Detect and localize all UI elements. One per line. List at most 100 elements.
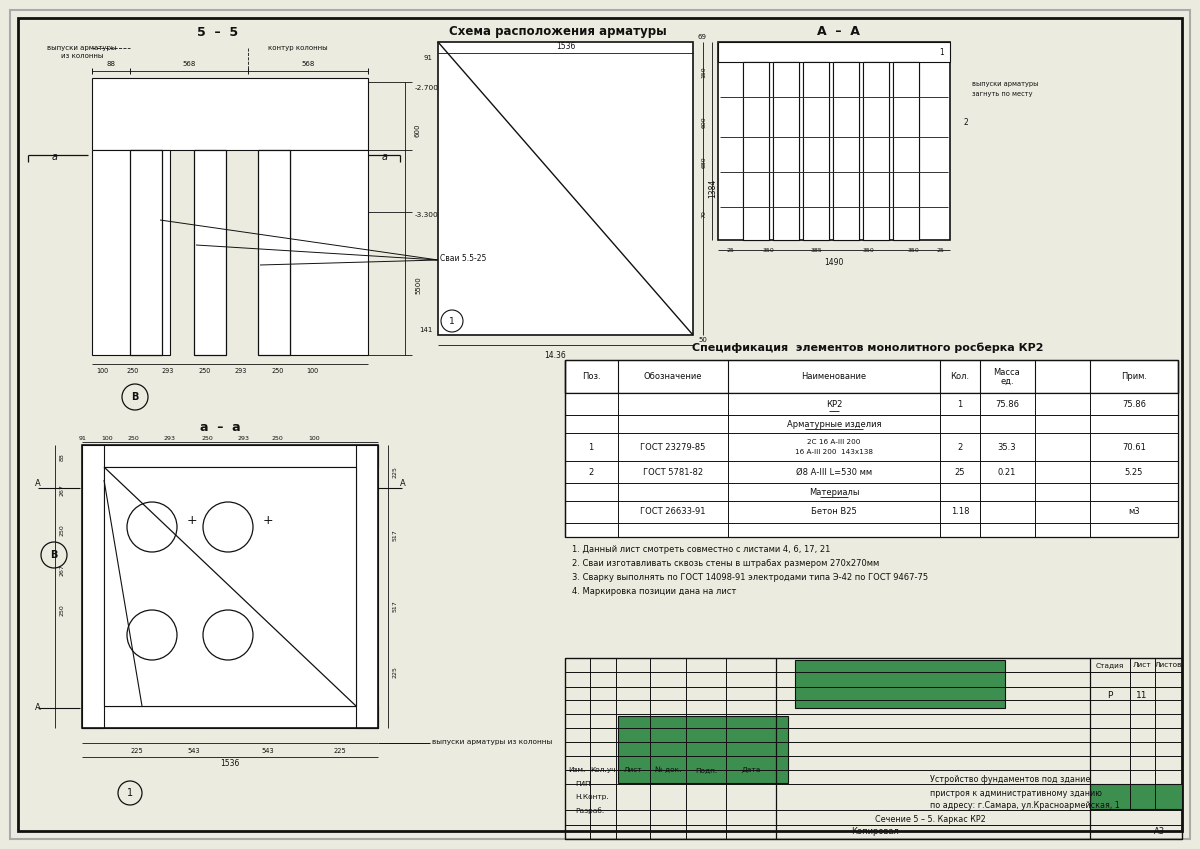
- Text: 250: 250: [271, 436, 283, 441]
- Text: выпуски арматуры: выпуски арматуры: [47, 45, 116, 51]
- Text: 250: 250: [199, 368, 211, 374]
- Text: выпуски арматуры из колонны: выпуски арматуры из колонны: [432, 739, 552, 745]
- Text: -3.300: -3.300: [415, 212, 439, 218]
- Text: Сечение 5 – 5. Каркас КР2: Сечение 5 – 5. Каркас КР2: [875, 816, 985, 824]
- Text: 250: 250: [272, 368, 284, 374]
- Bar: [565, 393, 1178, 415]
- Bar: [718, 42, 950, 62]
- Bar: [773, 62, 799, 240]
- Text: выпуски арматуры: выпуски арматуры: [972, 81, 1038, 87]
- Text: № док.: № док.: [655, 767, 682, 773]
- Text: 1: 1: [449, 317, 455, 325]
- Text: ГОСТ 26633-91: ГОСТ 26633-91: [641, 508, 706, 516]
- Text: 2. Сваи изготавливать сквозь стены в штрабах размером 270x270мм: 2. Сваи изготавливать сквозь стены в штр…: [572, 559, 880, 567]
- Bar: [893, 62, 919, 240]
- Text: Арматурные изделия: Арматурные изделия: [787, 419, 881, 429]
- Text: Наименование: Наименование: [802, 372, 866, 381]
- Text: 25: 25: [936, 248, 944, 252]
- Bar: [82, 706, 378, 728]
- Bar: [92, 78, 368, 150]
- Text: пристроя к административному зданию: пристроя к административному зданию: [930, 789, 1102, 797]
- Text: B: B: [131, 392, 139, 402]
- Text: Стадия: Стадия: [1096, 662, 1124, 668]
- Bar: [565, 523, 1178, 537]
- Text: 568: 568: [182, 61, 196, 67]
- Bar: [258, 150, 290, 355]
- Text: из колонны: из колонны: [61, 53, 103, 59]
- Text: контур колонны: контур колонны: [268, 45, 328, 51]
- Bar: [833, 62, 859, 240]
- Bar: [803, 62, 829, 240]
- Text: 50: 50: [698, 337, 707, 343]
- Text: 543: 543: [187, 748, 200, 754]
- Text: 1490: 1490: [824, 257, 844, 267]
- Bar: [565, 483, 1178, 501]
- Text: 225: 225: [131, 748, 143, 754]
- Bar: [104, 467, 356, 706]
- Text: Дата: Дата: [742, 767, 761, 773]
- Bar: [130, 150, 162, 355]
- Text: Прим.: Прим.: [1121, 372, 1147, 381]
- Bar: [773, 62, 799, 240]
- Text: КР2: КР2: [826, 400, 842, 408]
- Text: 350: 350: [907, 248, 919, 252]
- Text: 5  –  5: 5 – 5: [198, 25, 239, 38]
- Text: 250: 250: [127, 436, 139, 441]
- Text: +: +: [263, 514, 274, 526]
- Text: 517: 517: [392, 600, 397, 612]
- Text: по адресу: г.Самара, ул.Красноармейская, 1: по адресу: г.Самара, ул.Красноармейская,…: [930, 801, 1120, 811]
- Bar: [92, 150, 170, 355]
- Text: Р: Р: [1108, 690, 1112, 700]
- Bar: [803, 62, 829, 240]
- Bar: [893, 62, 919, 240]
- Text: 0.21: 0.21: [998, 468, 1016, 476]
- Text: 225: 225: [392, 666, 397, 678]
- Bar: [438, 42, 694, 335]
- Text: 25: 25: [726, 248, 734, 252]
- Text: A: A: [400, 479, 406, 487]
- Text: 75.86: 75.86: [995, 400, 1019, 408]
- Text: Копировал: Копировал: [851, 828, 899, 836]
- Text: Сваи 5.5-25: Сваи 5.5-25: [440, 254, 486, 262]
- Text: 2: 2: [964, 117, 968, 127]
- Text: 600: 600: [415, 123, 421, 137]
- Text: 70.61: 70.61: [1122, 442, 1146, 452]
- Bar: [82, 445, 378, 467]
- Text: 568: 568: [301, 61, 314, 67]
- Text: 1: 1: [940, 48, 944, 57]
- Text: 225: 225: [334, 748, 347, 754]
- Text: 2С 16 A-III 200: 2С 16 A-III 200: [808, 439, 860, 445]
- Text: 1: 1: [588, 442, 594, 452]
- Text: Листов: Листов: [1154, 662, 1182, 668]
- Text: 91: 91: [424, 55, 433, 61]
- Text: 350: 350: [762, 248, 774, 252]
- Text: 1384: 1384: [708, 179, 718, 198]
- Bar: [82, 445, 104, 728]
- Text: 350: 350: [862, 248, 874, 252]
- Text: 100: 100: [306, 368, 318, 374]
- Text: a: a: [52, 152, 58, 162]
- Bar: [82, 445, 378, 728]
- Text: 293: 293: [238, 436, 250, 441]
- Bar: [718, 42, 950, 240]
- Text: Подп.: Подп.: [695, 767, 718, 773]
- Text: 88: 88: [107, 61, 115, 67]
- Bar: [718, 42, 950, 62]
- Text: B: B: [50, 550, 58, 560]
- Text: 3. Сварку выполнять по ГОСТ 14098-91 электродами типа Э-42 по ГОСТ 9467-75: 3. Сварку выполнять по ГОСТ 14098-91 эле…: [572, 572, 928, 582]
- Bar: [565, 658, 1182, 839]
- Text: 385: 385: [810, 248, 822, 252]
- Text: 293: 293: [162, 368, 174, 374]
- Text: Спецификация  элементов монолитного росберка КР2: Спецификация элементов монолитного росбе…: [692, 343, 1044, 353]
- Text: 1: 1: [127, 788, 133, 798]
- Text: 225: 225: [392, 466, 397, 478]
- Text: ГОСТ 23279-85: ГОСТ 23279-85: [641, 442, 706, 452]
- Text: 1536: 1536: [221, 758, 240, 767]
- Bar: [92, 150, 170, 355]
- Bar: [565, 501, 1178, 523]
- Text: ГОСТ 5781-82: ГОСТ 5781-82: [643, 468, 703, 476]
- Text: Лист: Лист: [624, 767, 642, 773]
- Text: загнуть по месту: загнуть по месту: [972, 91, 1032, 97]
- Text: 517: 517: [392, 529, 397, 541]
- Bar: [743, 62, 769, 240]
